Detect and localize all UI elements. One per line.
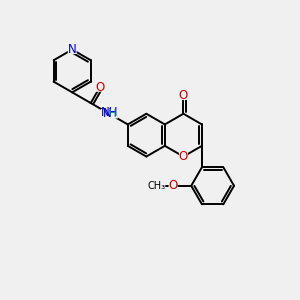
Text: CH₃: CH₃ <box>148 181 166 191</box>
FancyBboxPatch shape <box>179 91 188 100</box>
Text: N: N <box>103 107 112 120</box>
Text: NH: NH <box>100 106 118 119</box>
Text: N: N <box>68 43 76 56</box>
Text: O: O <box>95 81 104 94</box>
FancyBboxPatch shape <box>68 45 77 54</box>
FancyBboxPatch shape <box>179 152 188 161</box>
FancyBboxPatch shape <box>95 83 104 92</box>
FancyBboxPatch shape <box>149 181 165 190</box>
FancyBboxPatch shape <box>103 108 116 117</box>
Text: O: O <box>179 89 188 102</box>
FancyBboxPatch shape <box>100 109 118 118</box>
Text: H: H <box>110 109 117 119</box>
Text: O: O <box>179 150 188 163</box>
FancyBboxPatch shape <box>169 181 178 190</box>
Text: O: O <box>168 179 178 192</box>
